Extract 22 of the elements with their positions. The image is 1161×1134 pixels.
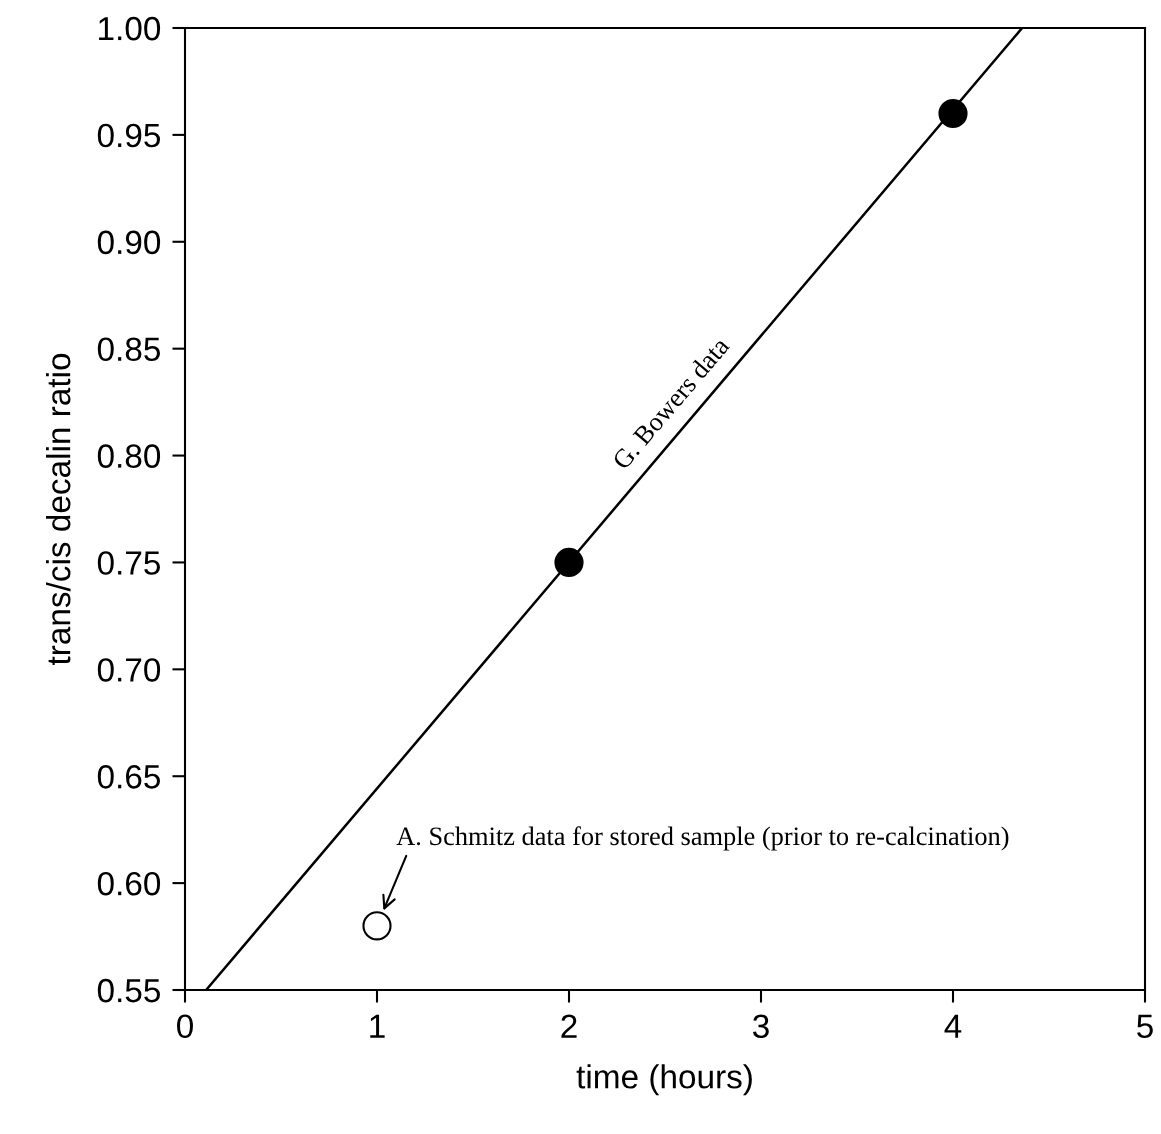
x-tick-label: 3 xyxy=(753,1014,769,1039)
x-axis-title: time (hours) xyxy=(576,1064,752,1096)
x-tick-label: 0 xyxy=(177,1014,193,1039)
y-tick-label: 0.60 xyxy=(97,871,161,896)
y-tick-label: 0.95 xyxy=(97,123,160,148)
y-tick-label: 0.80 xyxy=(97,444,161,468)
point xyxy=(554,547,584,578)
annotation: A. Schmitz data for stored sample (prior to re-calcination) xyxy=(396,826,1009,851)
y-tick-label: 0.70 xyxy=(97,658,161,682)
x-tick-label: 4 xyxy=(944,1014,962,1038)
y-tick-label: 0.90 xyxy=(97,230,161,255)
y-tick-label: 1.00 xyxy=(99,16,161,41)
x-tick-label: 2 xyxy=(561,1014,577,1038)
x-tick-label: 5 xyxy=(1137,1014,1153,1039)
point xyxy=(938,98,968,129)
x-tick-label: 1 xyxy=(370,1014,385,1038)
y-tick-label: 0.55 xyxy=(97,978,160,1003)
y-tick-label: 0.85 xyxy=(97,337,160,362)
y-tick-label: 0.75 xyxy=(97,551,160,575)
y-tick-label: 0.65 xyxy=(97,765,160,789)
point xyxy=(362,911,392,941)
y-axis-title: trans/cis decalin ratio xyxy=(46,353,71,666)
